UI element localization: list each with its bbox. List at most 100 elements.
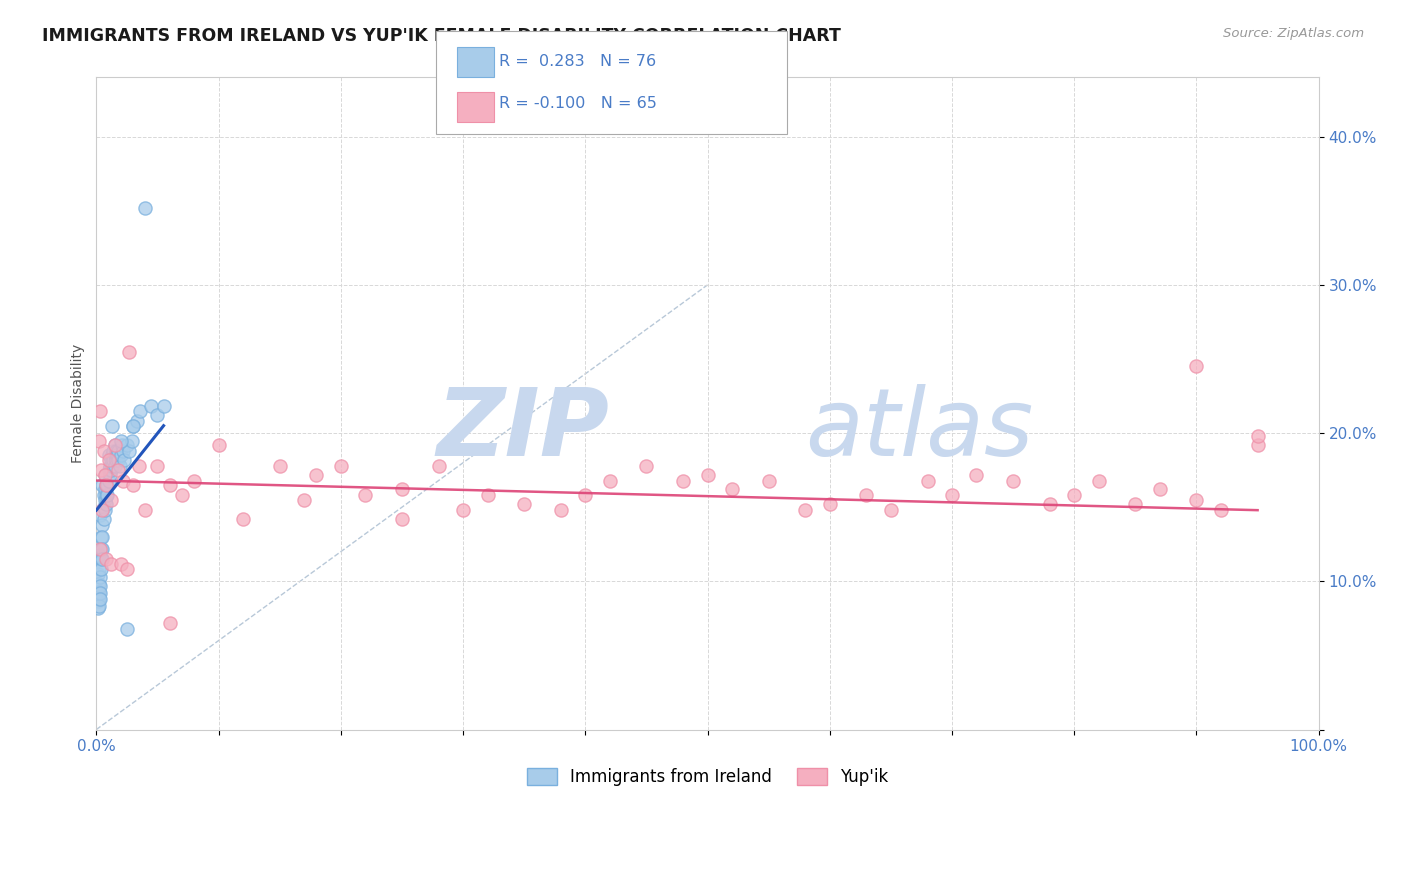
Point (917, 474, 939, 488)
Point (91, 478, 114, 492)
Point (108, 458, 131, 473)
Point (94, 552, 117, 566)
Point (672, 474, 695, 488)
Point (880, 503, 903, 517)
Point (1125, 497, 1147, 511)
Point (391, 512, 413, 526)
Point (696, 467, 718, 482)
Point (104, 443, 127, 458)
Point (98, 458, 121, 473)
Point (114, 452, 136, 467)
Point (89, 586, 111, 600)
Point (90, 463, 112, 477)
Point (97, 463, 120, 477)
Point (965, 467, 987, 482)
Point (818, 497, 841, 511)
Point (1039, 497, 1062, 511)
Point (1063, 488, 1085, 502)
Point (1087, 474, 1109, 488)
Point (93, 500, 115, 515)
Point (146, 409, 169, 423)
Point (94, 467, 117, 482)
Point (101, 458, 124, 473)
Point (97, 452, 120, 467)
Point (118, 344, 141, 359)
Point (87, 584, 110, 599)
Point (207, 438, 229, 452)
Point (232, 512, 254, 526)
Point (94, 478, 117, 492)
Text: atlas: atlas (806, 384, 1033, 475)
Point (90, 562, 112, 576)
Point (110, 557, 132, 571)
Point (86, 601, 108, 615)
Point (1209, 503, 1232, 517)
Point (87, 548, 110, 562)
Point (100, 452, 122, 467)
Point (107, 443, 129, 458)
Point (91, 518, 114, 533)
Point (94, 497, 117, 511)
Point (89, 592, 111, 607)
Point (101, 418, 124, 433)
Point (94, 488, 117, 502)
Point (93, 443, 115, 458)
Point (599, 474, 621, 488)
Point (134, 503, 156, 517)
Point (122, 418, 145, 433)
Point (451, 503, 474, 517)
Point (86, 586, 108, 600)
Point (100, 463, 122, 477)
Text: ZIP: ZIP (437, 384, 610, 475)
Point (758, 474, 780, 488)
Point (90, 552, 112, 566)
Point (129, 404, 152, 418)
Point (105, 448, 128, 462)
Point (550, 503, 572, 517)
Point (86, 552, 108, 566)
Point (794, 503, 817, 517)
Point (636, 458, 658, 473)
Point (941, 488, 963, 502)
Point (87, 592, 110, 607)
Text: IMMIGRANTS FROM IRELAND VS YUP'IK FEMALE DISABILITY CORRELATION CHART: IMMIGRANTS FROM IRELAND VS YUP'IK FEMALE… (42, 27, 841, 45)
Point (110, 434, 132, 448)
Text: R =  0.283   N = 76: R = 0.283 N = 76 (499, 54, 657, 70)
Point (107, 452, 129, 467)
Point (269, 458, 291, 473)
Point (90, 530, 112, 544)
Point (115, 562, 138, 576)
Point (329, 458, 352, 473)
Point (104, 438, 127, 452)
Point (103, 452, 125, 467)
Point (87, 599, 110, 614)
Point (101, 448, 124, 462)
Point (1002, 474, 1025, 488)
Point (159, 615, 181, 630)
Point (98, 467, 121, 482)
Point (86, 593, 108, 607)
Point (1185, 359, 1208, 374)
Point (100, 492, 122, 507)
Point (121, 434, 143, 448)
Point (87, 434, 110, 448)
Point (93, 512, 115, 526)
Point (104, 458, 127, 473)
Point (112, 443, 135, 458)
Point (91, 541, 114, 556)
Point (721, 483, 744, 497)
Point (141, 400, 163, 414)
Point (112, 474, 135, 488)
Point (477, 488, 499, 502)
Point (97, 474, 120, 488)
Point (86, 577, 108, 591)
Point (87, 562, 110, 576)
Point (159, 478, 181, 492)
Point (104, 452, 127, 467)
Point (391, 483, 413, 497)
Point (86, 566, 108, 581)
Point (118, 443, 141, 458)
Point (115, 622, 138, 636)
Point (183, 474, 205, 488)
Point (111, 438, 134, 452)
